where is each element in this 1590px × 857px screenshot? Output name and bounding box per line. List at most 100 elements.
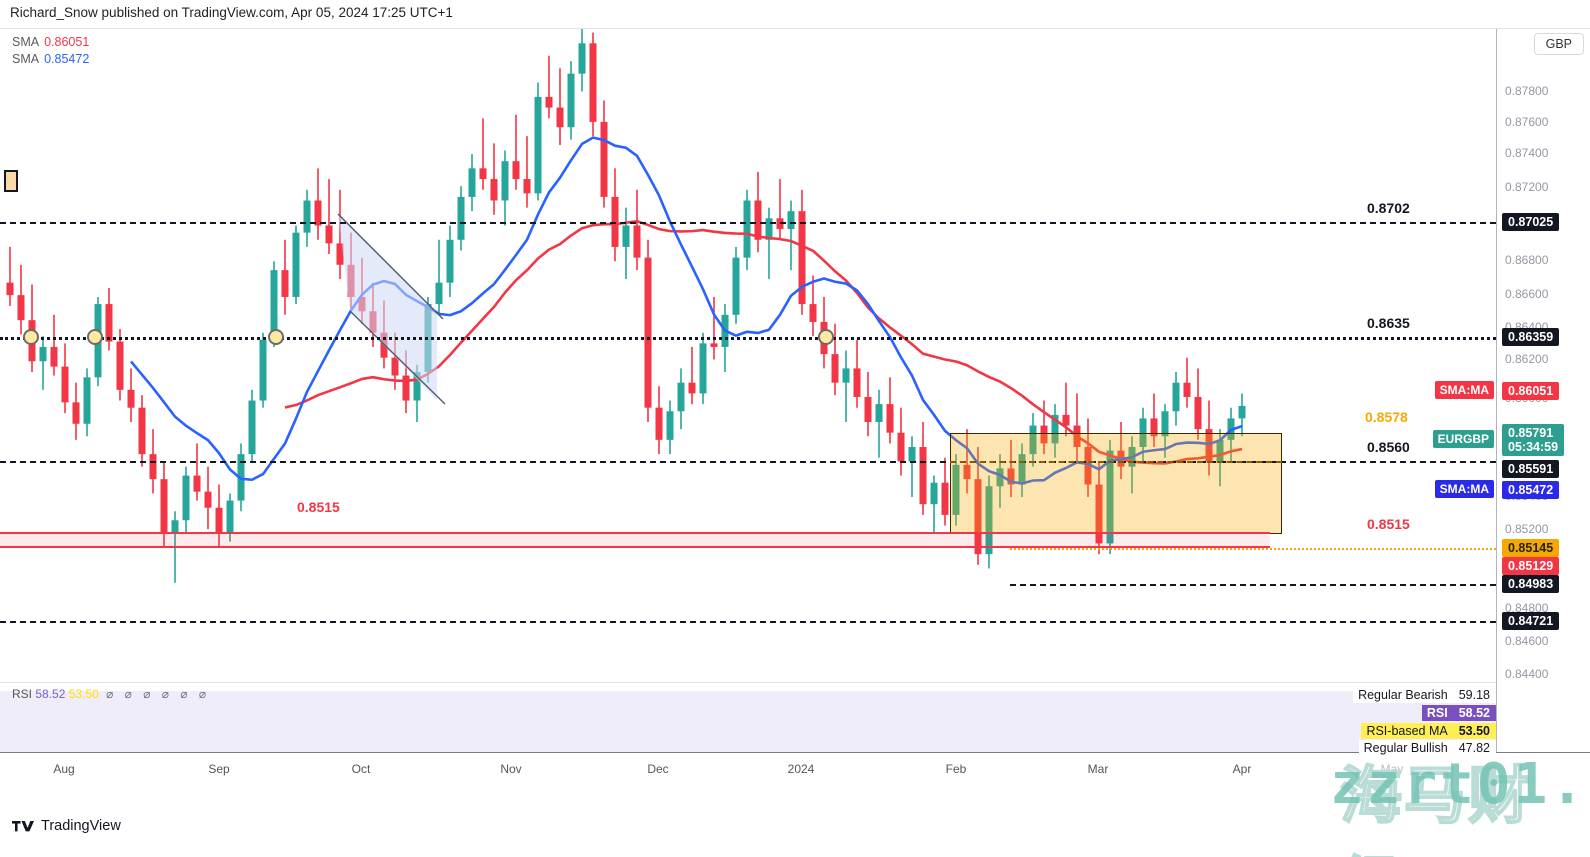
chart-frame: 0.8702 0.8635 0.8578 0.8560 0.8515 0.8515 0.8… <box>0 28 1590 781</box>
indicator-side-tag: EURGBP <box>1432 430 1494 448</box>
rsi-tag-value: 59.18 <box>1452 687 1496 703</box>
rsi-tag-value: 58.52 <box>1452 705 1496 721</box>
price-tag-value: 0.85145 <box>1508 541 1554 555</box>
time-axis-label: Dec <box>647 762 669 776</box>
rsi-tag-value: 53.50 <box>1452 723 1496 739</box>
orange-level-line[interactable] <box>1010 548 1496 550</box>
currency-badge[interactable]: GBP <box>1533 33 1584 55</box>
pivot-marker[interactable] <box>818 329 834 345</box>
pivot-marker[interactable] <box>268 329 284 345</box>
price-tick: 0.86600 <box>1505 287 1549 301</box>
price-level-label: 0.8702 <box>1362 200 1415 216</box>
price-tag-value: 0.86051 <box>1508 384 1554 398</box>
time-axis-label: Oct <box>351 762 371 776</box>
price-tag-teal[interactable]: 0.85791 05:34:59 <box>1502 424 1565 456</box>
tradingview-brand: TradingView <box>41 818 121 834</box>
price-level-line[interactable] <box>0 222 1496 224</box>
price-axis[interactable]: 0.87800 0.87600 0.87400 0.87200 0.86800 0.866… <box>1497 29 1590 781</box>
time-axis-label: May <box>1380 762 1404 776</box>
consolidation-range-box[interactable] <box>950 433 1282 534</box>
rsi-value-tag[interactable]: RSI-based MA 53.50 <box>1361 723 1496 739</box>
price-level-label: 0.8515 <box>1362 516 1415 532</box>
sma-legend-row: SMA 0.86051 <box>12 34 89 51</box>
rsi-tag-name: Regular Bearish <box>1353 687 1453 703</box>
price-tag-value: 0.84983 <box>1508 577 1554 591</box>
time-axis-label: Nov <box>500 762 522 776</box>
indicator-side-tag: SMA:MA <box>1434 381 1494 399</box>
lower-target-line[interactable] <box>0 621 1496 623</box>
time-axis-label: Mar <box>1087 762 1109 776</box>
indicator-side-tag: SMA:MA <box>1434 480 1494 498</box>
time-axis[interactable]: Aug Sep Oct Nov Dec 2024 Feb Mar Apr May <box>0 752 1590 788</box>
price-tag-value: 0.85129 <box>1508 559 1554 573</box>
domain-watermark: zzrt01.cn <box>1330 752 1590 817</box>
price-pane[interactable]: 0.8702 0.8635 0.8578 0.8560 0.8515 0.8515 <box>0 29 1496 681</box>
pivot-marker[interactable] <box>23 329 39 345</box>
rsi-legend: RSI 58.52 53.50 ⌀ ⌀ ⌀ ⌀ ⌀ ⌀ <box>12 687 210 701</box>
price-tag-black[interactable]: 0.86359 <box>1502 328 1560 346</box>
sma-legend-row: SMA 0.85472 <box>12 51 89 68</box>
price-tick: 0.86800 <box>1505 253 1549 267</box>
price-tag-value: 0.85591 <box>1508 462 1554 476</box>
rsi-tag-name: RSI <box>1421 705 1453 721</box>
rsi-tag-value: 47.82 <box>1452 740 1496 756</box>
price-tick: 0.87400 <box>1505 146 1549 160</box>
price-tick: 0.87200 <box>1505 180 1549 194</box>
price-tag-black[interactable]: 0.87025 <box>1502 213 1560 231</box>
support-zone-rectangle[interactable] <box>0 532 1270 548</box>
price-level-label: 0.8515 <box>292 499 345 515</box>
price-tag-black[interactable]: 0.85591 <box>1502 460 1560 478</box>
axis-separator <box>1496 29 1497 781</box>
price-tick: 0.87800 <box>1505 84 1549 98</box>
price-level-label: 0.8560 <box>1362 439 1415 455</box>
rsi-legend-name: RSI <box>12 687 33 701</box>
price-tag-orange[interactable]: 0.85145 <box>1502 539 1560 557</box>
rsi-value-tag[interactable]: RSI 58.52 <box>1421 705 1496 721</box>
price-tag-value: 0.86359 <box>1508 330 1554 344</box>
chinese-watermark: 海马财经 <box>1339 758 1533 857</box>
price-tick: 0.84400 <box>1505 667 1549 681</box>
sma-value-1: 0.86051 <box>44 35 90 49</box>
rsi-tag-name: RSI-based MA <box>1361 723 1453 739</box>
price-level-label: 0.8635 <box>1362 315 1415 331</box>
rsi-legend-empty-params: ⌀ ⌀ ⌀ ⌀ ⌀ ⌀ <box>106 687 211 701</box>
rsi-legend-value: 58.52 <box>35 687 66 701</box>
time-axis-label: 2024 <box>787 762 815 776</box>
sma-value-2: 0.85472 <box>44 52 90 66</box>
tradingview-logo-icon <box>12 820 34 831</box>
time-axis-label: Feb <box>945 762 967 776</box>
swing-low-line[interactable] <box>1010 584 1496 586</box>
rsi-legend-ma-value: 53.50 <box>68 687 99 701</box>
range-midline[interactable] <box>950 461 1282 463</box>
sma-label-1: SMA <box>12 35 40 49</box>
price-tag-red[interactable]: 0.86051 <box>1502 382 1560 400</box>
price-level-label: 0.8578 <box>1360 409 1413 425</box>
price-tick: 0.85200 <box>1505 522 1549 536</box>
rsi-value-tag[interactable]: Regular Bullish 47.82 <box>1358 740 1496 756</box>
price-tick: 0.86200 <box>1505 352 1549 366</box>
price-tag-value: 0.85472 <box>1508 483 1554 497</box>
price-tag-red[interactable]: 0.85129 <box>1502 557 1560 575</box>
descending-channel-drawing[interactable] <box>0 29 1496 681</box>
publisher-byline: Richard_Snow published on TradingView.co… <box>10 5 453 20</box>
price-tag-value: 0.85791 <box>1508 426 1554 440</box>
rsi-tag-name: Regular Bullish <box>1358 740 1453 756</box>
price-tick: 0.84600 <box>1505 634 1549 648</box>
price-tick: 0.87600 <box>1505 115 1549 129</box>
tradingview-footer: TradingView <box>12 818 121 834</box>
price-level-line[interactable] <box>0 461 1496 463</box>
time-axis-label: Apr <box>1232 762 1252 776</box>
pivot-marker[interactable] <box>87 329 103 345</box>
price-tag-black[interactable]: 0.84721 <box>1502 612 1560 630</box>
sma-label-2: SMA <box>12 52 40 66</box>
price-level-line[interactable] <box>0 337 1496 340</box>
price-tag-countdown: 05:34:59 <box>1508 440 1559 454</box>
price-tag-black[interactable]: 0.84983 <box>1502 575 1560 593</box>
price-tag-value: 0.84721 <box>1508 614 1554 628</box>
price-tag-blue[interactable]: 0.85472 <box>1502 481 1560 499</box>
rsi-value-tag[interactable]: Regular Bearish 59.18 <box>1353 687 1496 703</box>
indicator-legend: SMA 0.86051 SMA 0.85472 <box>12 34 89 68</box>
price-plot-svg <box>6 29 1246 583</box>
time-axis-label: Aug <box>53 762 75 776</box>
